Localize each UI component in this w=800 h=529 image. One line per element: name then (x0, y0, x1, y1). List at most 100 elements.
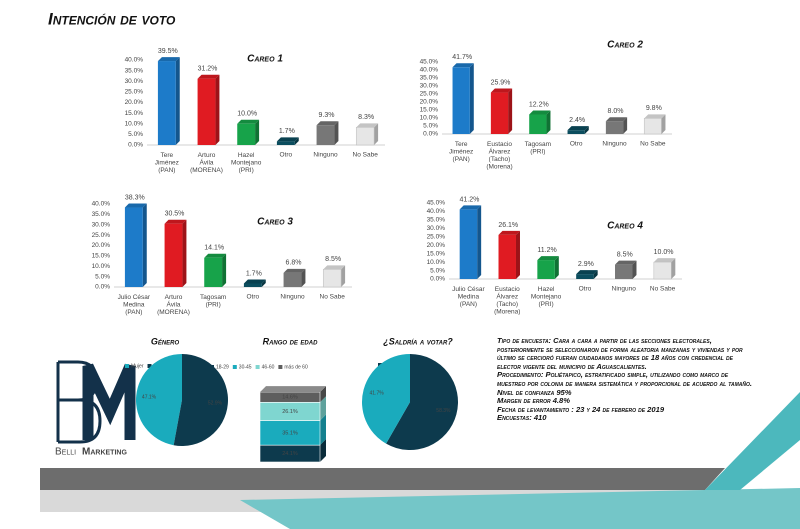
y-tick-label: 15.0% (427, 250, 446, 257)
y-tick-label: 0.0% (128, 142, 143, 149)
bar (490, 92, 509, 134)
y-tick-label: 5.0% (423, 123, 438, 130)
bar-top (124, 203, 147, 208)
bar (283, 272, 302, 287)
value-label: 2.9% (578, 261, 594, 268)
bar (204, 257, 223, 287)
value-label: 11.2% (537, 247, 556, 254)
bar-top (237, 119, 260, 124)
y-tick-label: 30.0% (420, 83, 439, 90)
value-label: 25.9% (491, 79, 511, 86)
value-label: 14.6% (282, 395, 298, 401)
value-label: 6.8% (286, 260, 302, 267)
bar-side (469, 63, 474, 134)
bar-side (661, 114, 666, 134)
methodology-line: Fecha de levantamiento : 23 y 24 de febr… (497, 404, 665, 414)
value-label: 30.5% (165, 211, 185, 218)
y-tick-label: 45.0% (427, 200, 446, 207)
bar-top (529, 110, 551, 115)
y-tick-label: 25.0% (125, 89, 144, 96)
bar (355, 127, 375, 146)
x-tick-label: Otro (579, 286, 592, 293)
bar-side (546, 110, 551, 134)
y-tick-label: 5.0% (95, 273, 110, 280)
y-tick-label: 20.0% (125, 99, 144, 106)
layer-side (320, 439, 326, 462)
y-tick-label: 30.0% (427, 225, 446, 232)
x-tick-label: Otro (247, 294, 260, 301)
x-tick-label: Arturo Ávila (MORENA) (190, 152, 223, 174)
bar (124, 207, 143, 287)
pie-slice (361, 354, 410, 444)
methodology: Tipo de encuesta: Cara a cara a partir d… (497, 336, 755, 423)
bar (537, 260, 555, 279)
bar-side (593, 270, 598, 279)
bar-side (554, 256, 559, 279)
y-tick-label: 10.0% (125, 120, 144, 127)
y-tick-label: 20.0% (420, 99, 439, 106)
value-label: 35.1% (282, 430, 298, 436)
bar-top (576, 270, 598, 275)
value-label: 58.3% (436, 408, 451, 414)
bar-side (623, 117, 628, 134)
chart: Careo 1 0.0% 5.0% 10.0% 15.0% 20.0% 25.0% 30.0%… (125, 48, 385, 174)
chart-title: Careo 3 (257, 217, 293, 228)
y-tick-label: 30.0% (125, 78, 144, 85)
legend-swatch (125, 364, 129, 368)
bar (164, 223, 183, 287)
stripe-teal (705, 392, 800, 490)
legend-swatch (232, 365, 237, 369)
y-tick-label: 0.0% (430, 276, 445, 283)
bar-side (508, 88, 513, 134)
bar-top (283, 268, 306, 273)
x-tick-label: Otro (280, 152, 293, 159)
layer-side (320, 414, 326, 446)
band-dark (40, 468, 725, 490)
pie-slice (386, 354, 458, 450)
chart: Careo 3 0.0% 5.0% 10.0% 15.0% 20.0% 25.0% 30.0%… (92, 194, 352, 316)
bar-top (204, 253, 227, 258)
x-tick-label: Ninguno (280, 294, 305, 301)
y-tick-label: 0.0% (423, 131, 438, 138)
page-title: Intención de voto (48, 9, 176, 28)
bar-side (142, 203, 147, 287)
bar-top (490, 88, 513, 93)
value-label: 8.5% (325, 256, 341, 263)
y-tick-label: 25.0% (427, 233, 446, 240)
x-tick-label: Tere Jiménez (PAN) (449, 141, 473, 163)
chart-title: Careo 2 (607, 40, 643, 51)
bar-top (157, 57, 180, 62)
value-label: 8.0% (608, 108, 624, 115)
bar-side (341, 265, 346, 287)
logo: Belli Marketing (55, 360, 136, 458)
bar-top (276, 137, 299, 142)
y-tick-label: 0.0% (95, 284, 110, 291)
bar-side (175, 57, 180, 145)
value-label: 2.4% (569, 117, 585, 124)
chart: Rango de edad 18-29 30-45 46-60 más de 60 24.… (210, 336, 326, 463)
bar-top (197, 74, 220, 79)
logo-second: Marketing (82, 447, 127, 458)
bar (576, 274, 594, 279)
bar (529, 114, 547, 134)
bar-side (477, 205, 482, 279)
methodology-line: Tipo de encuesta: Cara a cara a partir d… (497, 336, 743, 371)
x-tick-label: Ninguno (313, 152, 338, 159)
bar (157, 61, 176, 145)
bar-side (632, 260, 637, 279)
chart: Careo 40.0%5.0%10.0%15.0%20.0%25.0%30.0%… (427, 196, 682, 315)
bar-side (294, 137, 299, 145)
y-tick-label: 40.0% (427, 208, 446, 215)
x-tick-label: Eustacio Álvarez (Tacho) (Morena) (486, 141, 512, 170)
bar-top (243, 279, 266, 284)
chart: Careo 2 0.0%5.0%10.0%15.0%20.0%25.0%30.0%… (420, 40, 672, 170)
chart-title: Careo 1 (247, 54, 283, 65)
y-tick-label: 25.0% (92, 232, 111, 239)
layer-side (320, 396, 326, 421)
y-tick-label: 35.0% (125, 67, 144, 74)
y-tick-label: 35.0% (420, 75, 439, 82)
chart: ¿Saldría a votar?SíNo58.3%41.7% (361, 336, 458, 450)
value-label: 10.0% (654, 249, 674, 256)
x-tick-label: Ninguno (612, 286, 637, 293)
